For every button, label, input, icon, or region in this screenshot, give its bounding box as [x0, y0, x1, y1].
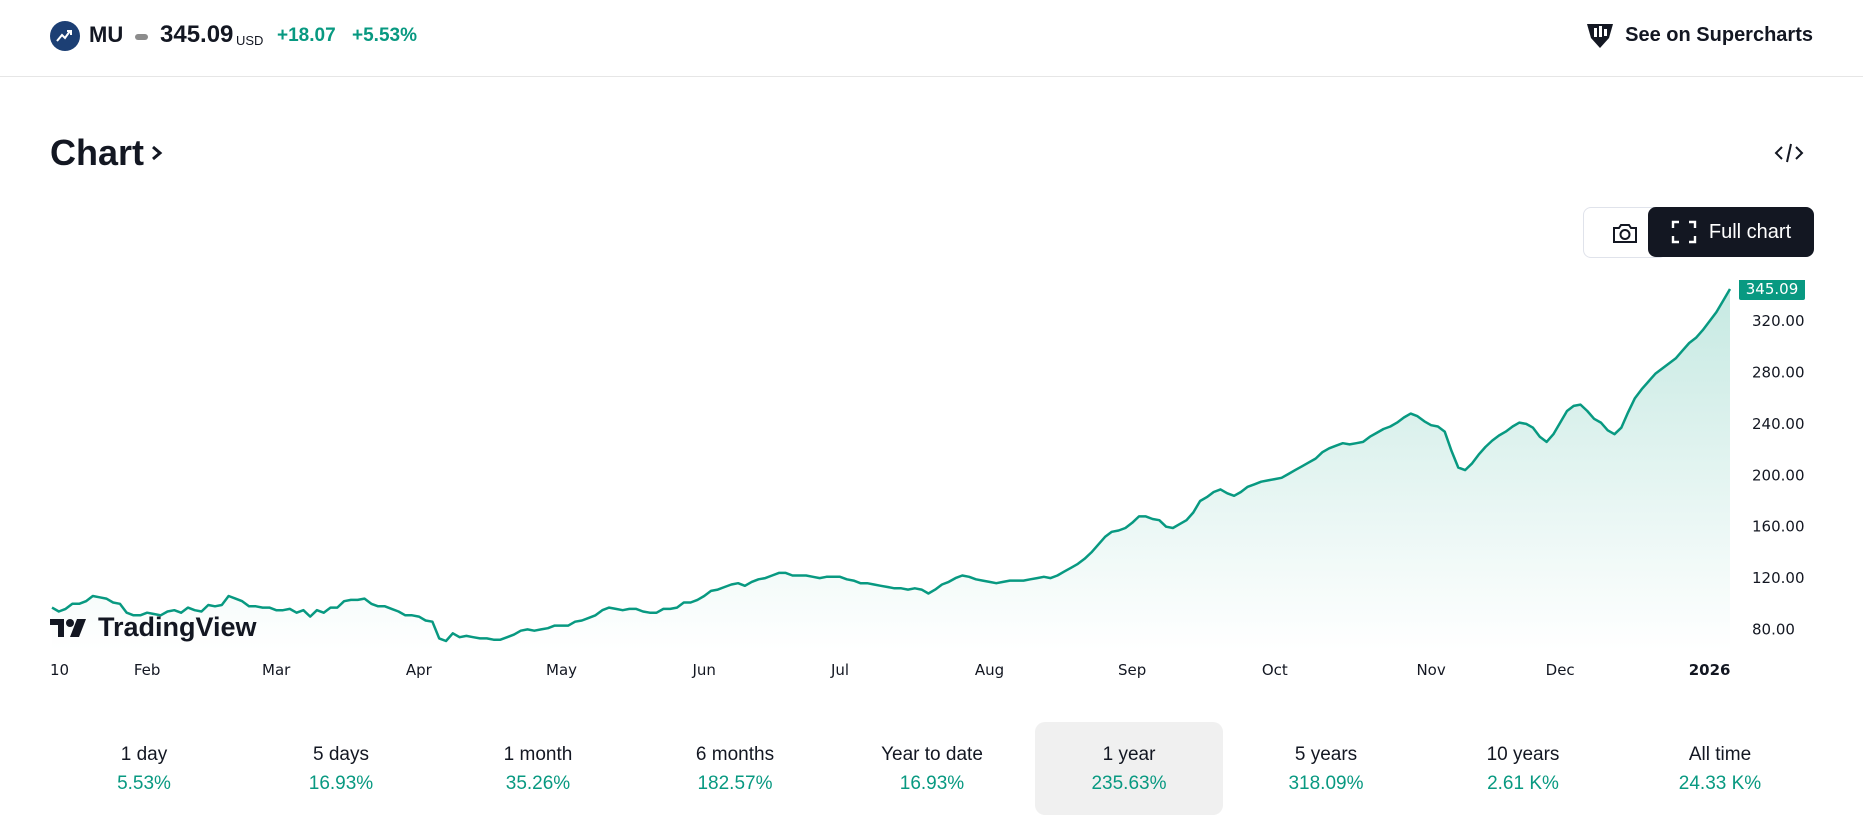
period-tab-5-years[interactable]: 5 years 318.09% — [1232, 722, 1420, 815]
x-axis-tick-label: Jun — [691, 661, 715, 679]
fullscreen-icon — [1671, 220, 1697, 244]
y-axis-tick-label: 240.00 — [1752, 415, 1805, 433]
x-axis-tick-label: Oct — [1262, 661, 1288, 679]
period-return: 2.61 K% — [1487, 773, 1559, 794]
symbol-name[interactable]: MU — [89, 22, 124, 47]
period-return: 5.53% — [117, 773, 171, 794]
y-axis-tick-label: 120.00 — [1752, 569, 1805, 587]
micron-logo-icon[interactable] — [50, 21, 80, 51]
x-axis-tick-label: 10 — [50, 661, 69, 679]
period-label: 1 month — [503, 744, 573, 765]
period-tab-1-year[interactable]: 1 year 235.63% — [1035, 722, 1223, 815]
chevron-right-icon — [152, 145, 163, 161]
x-axis-tick-label: May — [546, 661, 577, 679]
period-return: 235.63% — [1091, 773, 1167, 794]
camera-icon — [1613, 223, 1637, 243]
y-axis-tick-label: 280.00 — [1752, 364, 1805, 382]
supercharts-icon — [1587, 24, 1614, 48]
period-label: 5 years — [1294, 744, 1358, 765]
supercharts-label: See on Supercharts — [1625, 23, 1813, 46]
market-status-icon — [135, 34, 148, 40]
period-return: 16.93% — [308, 773, 374, 794]
x-axis-tick-label: Feb — [134, 661, 161, 679]
y-axis-tick-label: 200.00 — [1752, 466, 1805, 484]
x-axis-tick-label: Jul — [830, 661, 849, 679]
period-label: 6 months — [695, 744, 775, 765]
last-price-marker — [1739, 280, 1805, 300]
tradingview-logo-icon — [50, 618, 86, 637]
period-tab-year-to-date[interactable]: Year to date 16.93% — [838, 722, 1026, 815]
period-tab-1-month[interactable]: 1 month 35.26% — [444, 722, 632, 815]
x-axis-tick-label: Mar — [262, 661, 291, 679]
price-series-line — [51, 288, 1732, 643]
period-label: 1 day — [120, 744, 168, 765]
period-tab-all-time[interactable]: All time 24.33 K% — [1626, 722, 1814, 815]
page-title: Chart — [50, 132, 145, 173]
x-axis-tick-label: Apr — [406, 661, 433, 679]
full-chart-label: Full chart — [1708, 220, 1792, 243]
period-label: Year to date — [881, 744, 983, 765]
x-axis-tick-label: Aug — [975, 661, 1004, 679]
period-return: 182.57% — [697, 773, 773, 794]
price-area-fill — [52, 289, 1730, 650]
symbol-header: MU 345.09 USD +18.07 +5.53% See on Super… — [0, 0, 1863, 77]
tradingview-logo[interactable]: TradingView — [50, 612, 257, 643]
x-axis-tick-label: Dec — [1546, 661, 1575, 679]
price-change-percent: +5.53% — [352, 25, 417, 46]
x-axis-tick-label: Nov — [1416, 661, 1445, 679]
period-return: 35.26% — [505, 773, 571, 794]
y-axis-tick-label: 80.00 — [1752, 620, 1795, 638]
period-tab-10-years[interactable]: 10 years 2.61 K% — [1429, 722, 1617, 815]
embed-code-icon[interactable] — [1774, 140, 1804, 166]
tradingview-logo-text: TradingView — [98, 612, 257, 642]
currency-label: USD — [236, 33, 264, 48]
x-axis-tick-label: Sep — [1118, 661, 1146, 679]
price-chart[interactable]: 80.00 120.00 160.00 200.00 240.00 280.00 320.0… — [0, 280, 1863, 690]
period-tab-5-days[interactable]: 5 days 16.93% — [247, 722, 435, 815]
last-price: 345.09 — [160, 21, 234, 48]
x-axis-tick-label: 2026 — [1689, 661, 1731, 679]
period-return: 16.93% — [899, 773, 965, 794]
chart-section-title[interactable]: Chart — [50, 132, 164, 174]
period-return: 24.33 K% — [1678, 773, 1762, 794]
period-tab-6-months[interactable]: 6 months 182.57% — [641, 722, 829, 815]
full-chart-button[interactable]: Full chart — [1648, 207, 1814, 257]
y-axis-tick-label: 320.00 — [1752, 312, 1805, 330]
y-axis-tick-label: 160.00 — [1752, 518, 1805, 536]
last-price-label: 345.09 — [1746, 280, 1799, 298]
see-on-supercharts-link[interactable]: See on Supercharts — [1583, 20, 1813, 50]
period-selector: 1 day 5.53% 5 days 16.93% 1 month 35.26%… — [50, 722, 1814, 815]
period-tab-1-day[interactable]: 1 day 5.53% — [50, 722, 238, 815]
period-return: 318.09% — [1288, 773, 1364, 794]
period-label: 5 days — [313, 744, 369, 765]
period-label: 10 years — [1486, 744, 1560, 765]
period-label: All time — [1688, 744, 1752, 765]
period-label: 1 year — [1102, 744, 1156, 765]
price-change: +18.07 — [277, 25, 336, 46]
